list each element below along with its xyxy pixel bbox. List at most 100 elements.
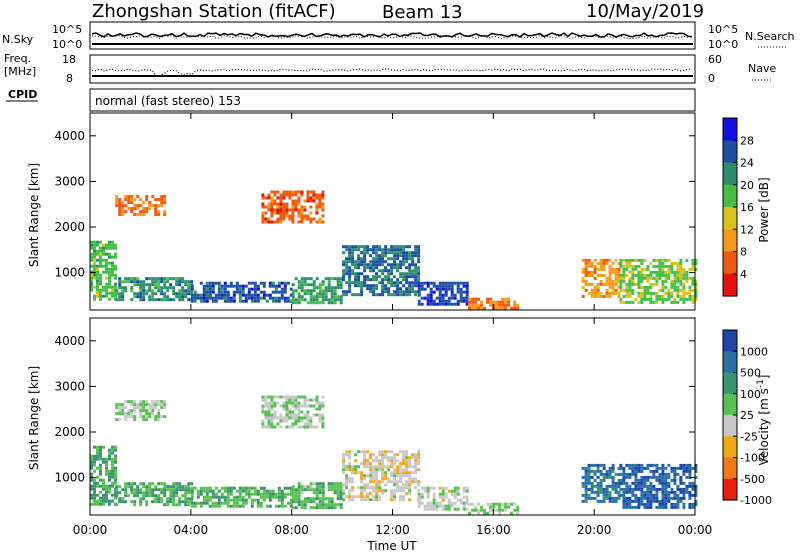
echo-cell (614, 481, 618, 485)
echo-cell (315, 401, 319, 405)
echo-cell (318, 289, 322, 293)
echo-cell (300, 395, 304, 399)
echo-cell (259, 501, 263, 505)
echo-cell (643, 490, 647, 494)
echo-cell (587, 472, 591, 476)
echo-cell (273, 425, 277, 429)
echo-cell (408, 251, 412, 255)
echo-cell (679, 496, 683, 500)
echo-cell (277, 498, 281, 502)
echo-cell (199, 299, 203, 303)
echo-cell (96, 288, 99, 292)
echo-cell (220, 486, 224, 490)
echo-cell (118, 286, 122, 290)
echo-cell (643, 291, 647, 295)
echo-cell (244, 293, 248, 297)
echo-cell (679, 481, 683, 485)
echo-cell (622, 276, 626, 280)
echo-cell (289, 504, 293, 508)
echo-cell (435, 504, 439, 508)
echo-cell (169, 500, 173, 504)
echo-cell (357, 284, 361, 288)
echo-cell (93, 460, 96, 464)
echo-cell (661, 261, 665, 265)
echo-cell (148, 295, 152, 299)
echo-cell (145, 210, 149, 214)
echo-cell (679, 499, 683, 503)
echo-cell (157, 204, 161, 208)
echo-cell (256, 492, 260, 496)
echo-cell (268, 284, 272, 288)
echo-cell (151, 491, 155, 495)
echo-cell (387, 272, 391, 276)
echo-cell (363, 486, 367, 490)
echo-cell (279, 211, 283, 215)
echo-cell (288, 193, 292, 197)
echo-cell (625, 499, 629, 503)
echo-cell (267, 202, 271, 206)
echo-cell (163, 406, 167, 410)
echo-cell (306, 196, 310, 200)
echo-cell (628, 502, 632, 506)
echo-region (261, 395, 325, 429)
echo-cell (670, 466, 674, 470)
echo-cell (283, 290, 287, 294)
echo-cell (96, 276, 99, 280)
echo-cell (673, 493, 677, 497)
echo-cell (652, 270, 656, 274)
echo-cell (429, 296, 433, 300)
echo-cell (694, 463, 698, 467)
nsearch-tick-bottom: 10^0 (708, 38, 738, 51)
echo-cell (181, 494, 185, 498)
echo-cell (417, 498, 421, 502)
y-tick-label: 4000 (54, 334, 85, 348)
echo-cell (288, 196, 292, 200)
echo-cell (348, 450, 352, 454)
echo-cell (93, 264, 96, 268)
echo-cell (694, 493, 698, 497)
echo-cell (90, 454, 93, 458)
echo-cell (504, 505, 508, 509)
echo-cell (136, 204, 140, 208)
echo-cell (363, 474, 367, 478)
echo-cell (280, 296, 284, 300)
echo-cell (342, 492, 346, 496)
echo-cell (324, 292, 328, 296)
echo-cell (105, 285, 108, 289)
echo-cell (111, 484, 114, 488)
echo-cell (420, 486, 424, 490)
echo-cell (456, 287, 460, 291)
echo-cell (175, 503, 179, 507)
echo-cell (477, 297, 481, 301)
echo-cell (691, 267, 695, 271)
echo-cell (694, 288, 698, 292)
echo-cell (145, 403, 149, 407)
echo-cell (417, 269, 421, 273)
echo-cell (205, 489, 209, 493)
echo-cell (661, 270, 665, 274)
echo-cell (637, 285, 641, 289)
echo-cell (115, 195, 119, 199)
echo-cell (363, 459, 367, 463)
echo-cell (342, 278, 346, 282)
echo-cell (321, 416, 325, 420)
echo-cell (590, 481, 594, 485)
echo-cell (151, 283, 155, 287)
echo-cell (402, 251, 406, 255)
echo-cell (115, 292, 119, 296)
echo-cell (327, 280, 331, 284)
echo-cell (289, 486, 293, 490)
echo-cell (196, 495, 200, 499)
echo-cell (414, 453, 418, 457)
echo-cell (211, 504, 215, 508)
echo-cell (235, 281, 239, 285)
echo-cell (667, 297, 671, 301)
echo-cell (291, 485, 295, 489)
echo-cell (139, 280, 143, 284)
echo-cell (105, 282, 108, 286)
echo-cell (429, 486, 433, 490)
echo-cell (685, 270, 689, 274)
echo-cell (279, 199, 283, 203)
echo-cell (181, 298, 185, 302)
